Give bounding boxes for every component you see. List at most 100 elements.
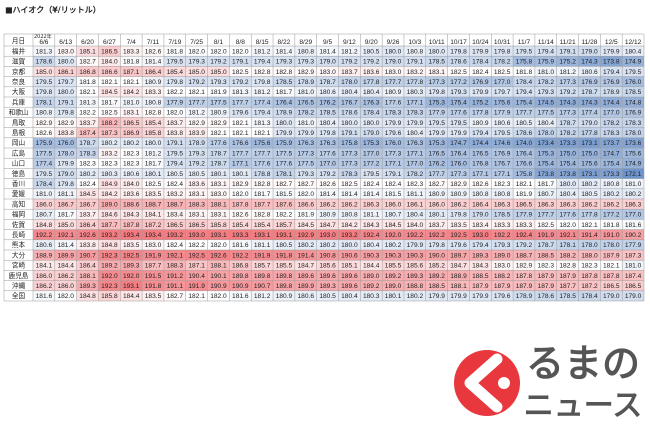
cell <box>447 290 470 301</box>
cell <box>163 219 186 230</box>
cell <box>403 260 426 271</box>
cell <box>469 280 492 291</box>
cell-value: 190.9 <box>210 283 227 290</box>
cell <box>578 66 601 77</box>
cell <box>556 86 579 97</box>
cell <box>294 127 317 138</box>
cell-value: 180.8 <box>298 48 315 55</box>
cell-value: 187.7 <box>145 263 162 270</box>
cell <box>120 66 143 77</box>
cell-value: 180.9 <box>276 293 293 300</box>
cell <box>185 137 208 148</box>
cell <box>142 56 164 67</box>
cell-value: 183.1 <box>188 191 205 198</box>
row-label: 滋賀 <box>12 57 26 66</box>
cell-value: 176.3 <box>298 140 315 147</box>
cell-value: 177.3 <box>559 110 576 117</box>
cell <box>207 56 230 67</box>
cell-value: 188.8 <box>407 283 424 290</box>
cell-value: 180.2 <box>319 242 336 249</box>
cell <box>185 46 208 57</box>
cell-value: 180.6 <box>494 120 511 127</box>
cell-value: 179.8 <box>319 130 336 137</box>
cell <box>98 107 121 118</box>
cell <box>622 270 644 281</box>
cell-value: 188.6 <box>123 201 140 208</box>
row-label: 愛媛 <box>12 189 26 198</box>
cell <box>33 250 55 261</box>
cell-value: 179.4 <box>254 110 271 117</box>
cell-value: 192.1 <box>57 232 74 239</box>
cell-value: 179.4 <box>472 242 489 249</box>
cell <box>163 66 186 77</box>
cell <box>578 280 601 291</box>
cell-value: 177.9 <box>494 110 511 117</box>
cell-value: 178.6 <box>516 130 533 137</box>
cell <box>622 148 644 159</box>
cell-value: 181.8 <box>123 59 140 66</box>
cell <box>360 280 383 291</box>
cell <box>534 209 557 220</box>
cell <box>33 148 55 159</box>
cell <box>469 148 492 159</box>
cell-value: 190.8 <box>319 252 336 259</box>
cell <box>251 168 274 179</box>
cell <box>76 148 99 159</box>
header-cell: 9/20 <box>365 39 378 46</box>
cell-value: 174.3 <box>581 59 598 66</box>
cell <box>403 209 426 220</box>
row-label: 鹿児島 <box>9 271 29 280</box>
cell <box>513 46 535 57</box>
cell <box>316 127 339 138</box>
cell-value: 179.0 <box>385 59 402 66</box>
cell <box>294 260 317 271</box>
cell <box>622 86 644 97</box>
cell-value: 181.2 <box>254 293 271 300</box>
cell-value: 173.8 <box>603 59 620 66</box>
cell <box>556 158 579 169</box>
cell-value: 173.7 <box>603 140 620 147</box>
cell-value: 178.9 <box>188 140 205 147</box>
cell <box>338 66 361 77</box>
cell <box>163 188 186 199</box>
cell-value: 193.2 <box>341 232 358 239</box>
cell <box>273 127 295 138</box>
cell-value: 193.1 <box>123 283 140 290</box>
cell-value: 180.6 <box>319 89 336 96</box>
cell <box>98 117 121 128</box>
cell-value: 182.2 <box>79 110 96 117</box>
cell <box>425 280 448 291</box>
row-label: 香川 <box>12 179 25 188</box>
cell <box>338 188 361 199</box>
cell <box>294 76 317 87</box>
cell-value: 192.5 <box>450 232 467 239</box>
cell <box>403 199 426 210</box>
cell <box>120 290 143 301</box>
cell-value: 178.3 <box>341 171 358 178</box>
cell-value: 175.4 <box>603 161 620 168</box>
cell <box>316 219 339 230</box>
cell-value: 179.5 <box>494 130 511 137</box>
cell-value: 185.5 <box>385 263 402 270</box>
cell <box>556 127 579 138</box>
cell-value: 179.7 <box>57 79 74 86</box>
cell-value: 186.0 <box>428 201 445 208</box>
cell-value: 182.1 <box>232 130 249 137</box>
cell <box>142 127 164 138</box>
cell <box>76 137 99 148</box>
cell <box>33 117 55 128</box>
cell <box>163 117 186 128</box>
cell <box>316 76 339 87</box>
row-label: 広島 <box>12 148 26 157</box>
cell-value: 182.1 <box>188 89 205 96</box>
cell <box>338 270 361 281</box>
cell <box>294 46 317 57</box>
cell <box>273 66 295 77</box>
cell-value: 187.9 <box>559 273 576 280</box>
cell-value: 184.6 <box>101 212 118 219</box>
cell-value: 177.3 <box>341 161 358 168</box>
cell-value: 179.1 <box>167 140 184 147</box>
cell <box>98 76 121 87</box>
cell-value: 182.7 <box>276 181 293 188</box>
cell <box>469 239 492 250</box>
